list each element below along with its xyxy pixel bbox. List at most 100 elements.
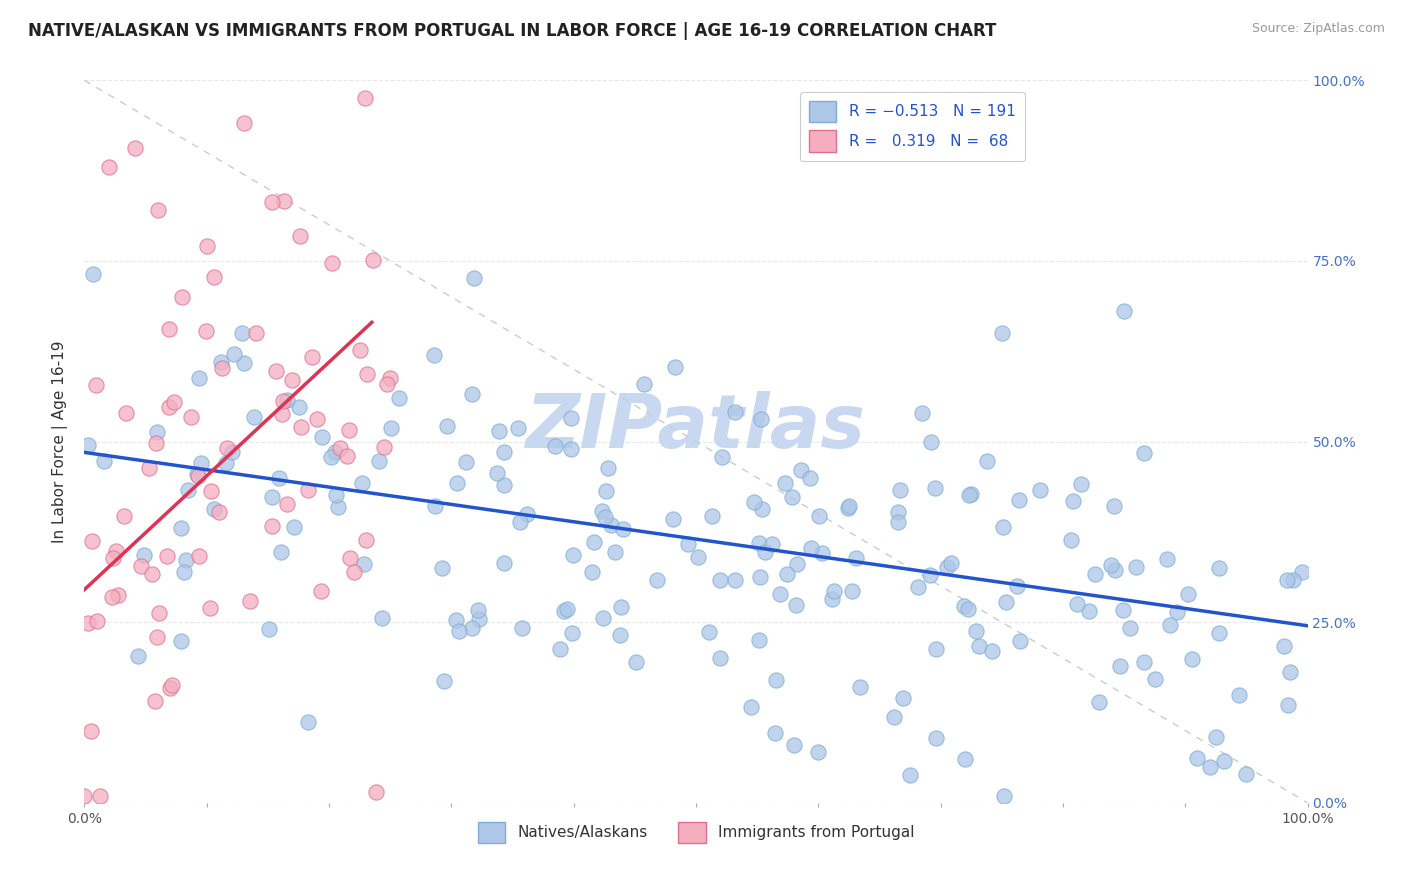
Point — [807, 745, 830, 759]
Point — [1062, 494, 1084, 508]
Point — [1291, 565, 1313, 579]
Point — [380, 421, 402, 435]
Point — [841, 584, 863, 599]
Point — [510, 621, 533, 635]
Point — [449, 624, 471, 639]
Point — [748, 536, 770, 550]
Point — [883, 709, 905, 723]
Point — [849, 680, 872, 694]
Y-axis label: In Labor Force | Age 16-19: In Labor Force | Age 16-19 — [52, 340, 69, 543]
Point — [138, 461, 160, 475]
Point — [598, 461, 620, 475]
Point — [697, 625, 720, 640]
Point — [935, 559, 957, 574]
Point — [661, 512, 683, 526]
Point — [323, 444, 346, 458]
Point — [145, 436, 167, 450]
Point — [1005, 578, 1028, 592]
Point — [260, 519, 283, 533]
Point — [288, 401, 311, 415]
Point — [1118, 621, 1140, 635]
Point — [808, 509, 831, 524]
Point — [763, 726, 786, 740]
Point — [101, 551, 124, 566]
Point — [748, 633, 770, 648]
Point — [319, 450, 342, 464]
Point — [143, 694, 166, 708]
Point — [548, 642, 571, 657]
Point — [920, 435, 942, 450]
Point — [783, 738, 806, 752]
Point — [941, 556, 963, 570]
Point — [967, 639, 990, 653]
Point — [593, 509, 616, 524]
Point — [821, 592, 844, 607]
Point — [749, 412, 772, 426]
Point — [127, 648, 149, 663]
Point — [488, 424, 510, 438]
Point — [208, 505, 231, 519]
Point — [595, 483, 617, 498]
Point — [1132, 446, 1154, 460]
Point — [485, 467, 508, 481]
Point — [222, 346, 245, 360]
Point — [350, 476, 373, 491]
Point — [845, 550, 868, 565]
Point — [1108, 659, 1130, 673]
Point — [494, 478, 516, 492]
Point — [678, 537, 700, 551]
Point — [354, 91, 377, 105]
Point — [157, 401, 180, 415]
Point — [711, 450, 734, 465]
Point — [561, 548, 583, 562]
Point — [423, 348, 446, 362]
Point — [354, 533, 377, 547]
Point — [1066, 597, 1088, 611]
Point — [991, 520, 1014, 534]
Point — [328, 500, 350, 514]
Point — [93, 454, 115, 468]
Point — [624, 655, 647, 669]
Point — [239, 594, 262, 608]
Point — [838, 500, 860, 514]
Point — [423, 499, 446, 513]
Point — [891, 691, 914, 706]
Point — [371, 610, 394, 624]
Point — [560, 410, 582, 425]
Point — [1112, 603, 1135, 617]
Point — [270, 407, 292, 421]
Point — [368, 454, 391, 468]
Point — [163, 395, 186, 409]
Point — [257, 622, 280, 636]
Point — [1272, 639, 1295, 653]
Point — [114, 406, 136, 420]
Point — [780, 490, 803, 504]
Point — [172, 290, 194, 304]
Point — [612, 522, 634, 536]
Point — [775, 566, 797, 581]
Point — [1187, 750, 1209, 764]
Point — [1144, 673, 1167, 687]
Point — [645, 573, 668, 587]
Point — [337, 424, 360, 438]
Point — [1133, 655, 1156, 669]
Text: Source: ZipAtlas.com: Source: ZipAtlas.com — [1251, 22, 1385, 36]
Text: ZIPatlas: ZIPatlas — [526, 391, 866, 464]
Point — [288, 229, 311, 244]
Point — [560, 442, 582, 456]
Point — [180, 409, 202, 424]
Point — [456, 454, 478, 468]
Point — [132, 548, 155, 562]
Point — [811, 546, 834, 560]
Point — [700, 509, 723, 524]
Point — [600, 518, 623, 533]
Point — [1227, 689, 1250, 703]
Point — [195, 239, 218, 253]
Point — [993, 789, 1015, 803]
Point — [555, 601, 578, 615]
Point — [170, 521, 193, 535]
Point — [124, 141, 146, 155]
Point — [146, 631, 169, 645]
Point — [353, 557, 375, 571]
Point — [148, 606, 170, 620]
